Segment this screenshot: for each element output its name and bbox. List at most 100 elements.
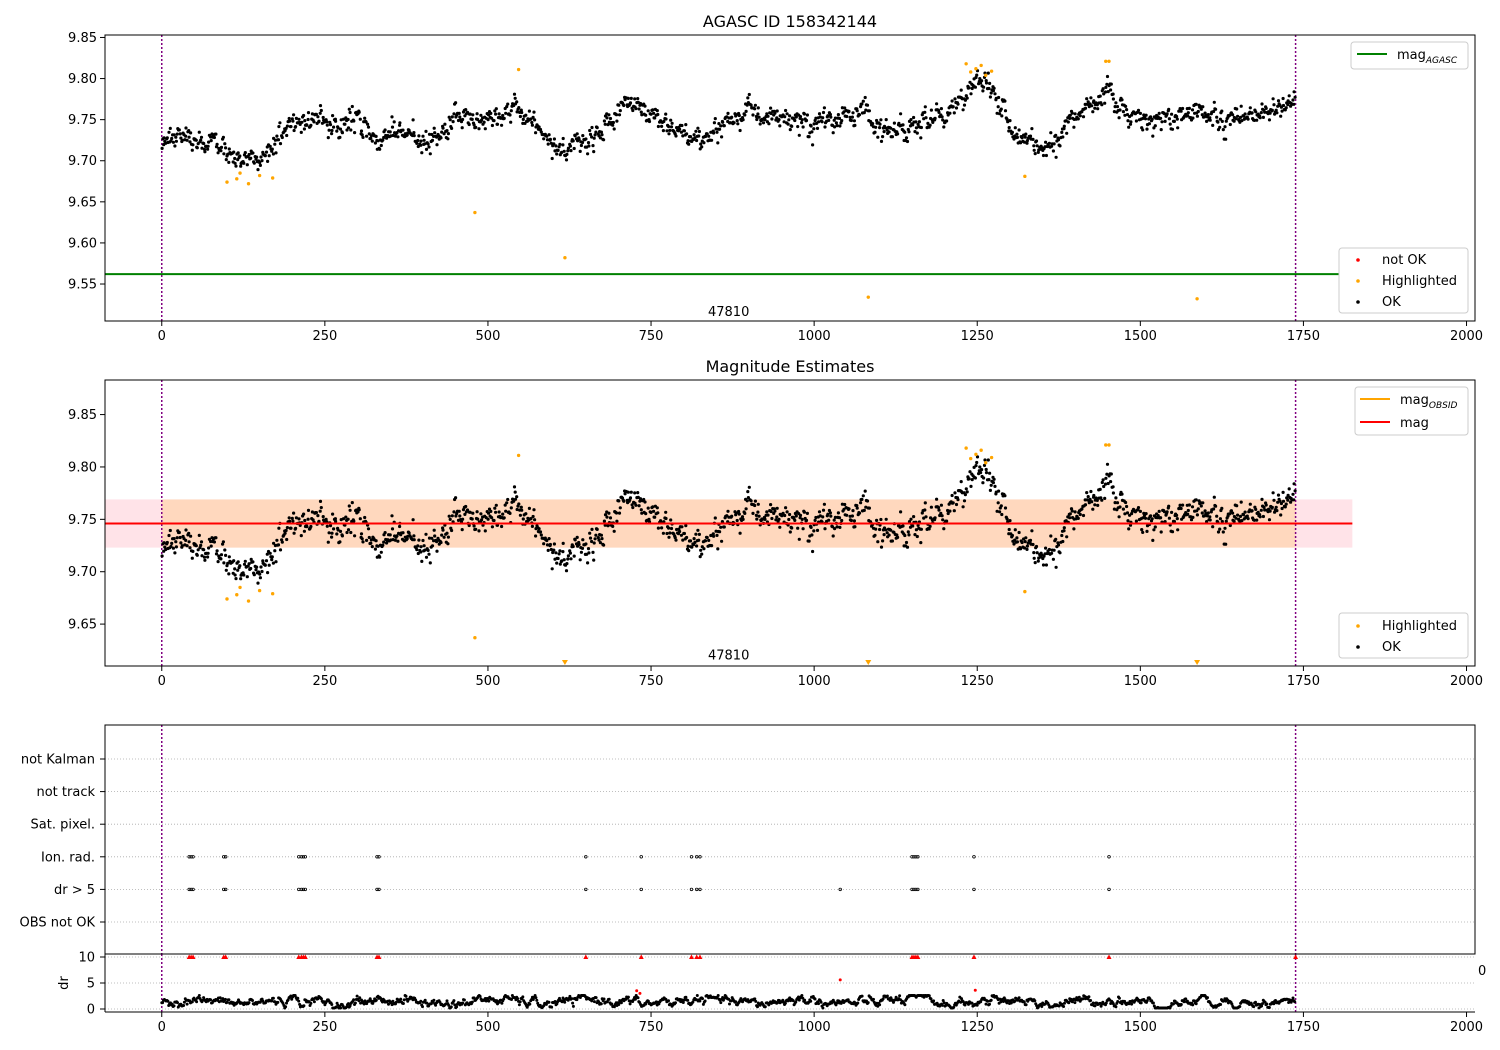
estimates-panel-frame [104, 379, 1476, 667]
ok-point [178, 132, 182, 136]
flag-point [910, 887, 914, 892]
ok-point [747, 485, 751, 489]
ok-point [236, 151, 240, 155]
ok-point [851, 509, 855, 513]
dr-point [563, 1000, 567, 1004]
ok-point [1243, 112, 1247, 116]
dr-point [932, 999, 936, 1003]
dr-axis-label: dr [57, 976, 72, 990]
ok-point [1147, 122, 1151, 126]
ok-point [735, 119, 739, 123]
ok-point [737, 509, 741, 514]
ok-point [737, 113, 741, 118]
ok-point [847, 109, 851, 113]
ok-point [1023, 540, 1027, 544]
ok-point [745, 103, 749, 107]
flag-point [914, 855, 918, 859]
ok-point [290, 516, 294, 521]
ok-point [785, 510, 789, 514]
ok-point [1286, 498, 1290, 502]
ok-point [884, 126, 888, 130]
ok-point [518, 513, 523, 517]
ok-point [1083, 503, 1088, 507]
dr-point [961, 1000, 965, 1004]
ok-point [965, 490, 969, 494]
ok-point [573, 538, 577, 542]
ok-point [332, 527, 336, 531]
ok-point [975, 460, 979, 465]
ok-point [1240, 119, 1244, 123]
ok-point [1123, 113, 1127, 117]
ok-point [345, 530, 349, 535]
ok-point [1061, 539, 1065, 544]
ok-point [392, 120, 396, 124]
ok-point [608, 116, 613, 121]
ok-point [602, 519, 607, 523]
ok-point [950, 493, 954, 498]
ok-point [383, 531, 387, 535]
ok-point [987, 86, 991, 91]
legend-box [1350, 41, 1469, 70]
ok-point [419, 550, 423, 554]
ok-point [1163, 119, 1167, 123]
ok-point [605, 515, 609, 519]
ok-point [1287, 94, 1291, 98]
ok-point [793, 518, 797, 523]
ok-point [189, 131, 193, 135]
ok-point [935, 102, 939, 106]
ok-point [223, 142, 227, 146]
ok-point [1111, 485, 1115, 489]
ok-point [638, 497, 643, 501]
ok-point [1072, 125, 1076, 129]
ok-point [446, 535, 450, 539]
ok-point [1175, 513, 1179, 518]
ok-point [758, 122, 762, 126]
ok-point [195, 553, 199, 557]
ok-point [769, 106, 773, 110]
ok-point [834, 121, 839, 125]
ok-point [287, 516, 291, 520]
ok-point [903, 130, 907, 134]
ok-point [1025, 544, 1029, 548]
highlighted-point [979, 448, 983, 452]
ok-point [302, 113, 306, 118]
ok-point [492, 119, 496, 123]
ok-point [165, 540, 169, 545]
ok-point [310, 112, 314, 116]
ok-point [1276, 500, 1280, 504]
ok-point [1214, 107, 1218, 111]
ok-point [606, 123, 610, 127]
ok-point [757, 514, 761, 518]
ok-point [556, 148, 560, 152]
ok-point [969, 92, 973, 96]
ok-point [802, 510, 807, 514]
ok-point [973, 476, 978, 480]
ok-point [1163, 520, 1167, 524]
ok-point [338, 135, 342, 139]
ok-point [840, 518, 844, 523]
ok-point [1211, 123, 1215, 127]
dr-point [800, 994, 804, 997]
dr-point [594, 996, 598, 1000]
flag-point [914, 887, 918, 892]
ok-point [770, 117, 774, 121]
ok-point [1292, 482, 1296, 486]
ok-point [379, 550, 383, 554]
ok-point [859, 105, 863, 109]
legend-label-mag: mag [1400, 416, 1429, 431]
dr-point [309, 1001, 313, 1005]
ok-point [1013, 528, 1017, 532]
ok-point [923, 110, 927, 114]
legend-marker-highlighted [1356, 279, 1360, 283]
ok-point [185, 138, 189, 142]
ok-point [970, 478, 974, 482]
highlighted-point [270, 176, 275, 180]
ok-point [303, 119, 307, 123]
ok-point [948, 509, 952, 513]
highlighted-point [1023, 174, 1027, 179]
ok-point [184, 538, 188, 543]
ok-point [822, 502, 827, 506]
ok-point [1179, 506, 1183, 511]
dr-clipped-marker [190, 954, 196, 959]
ok-point [381, 138, 385, 142]
